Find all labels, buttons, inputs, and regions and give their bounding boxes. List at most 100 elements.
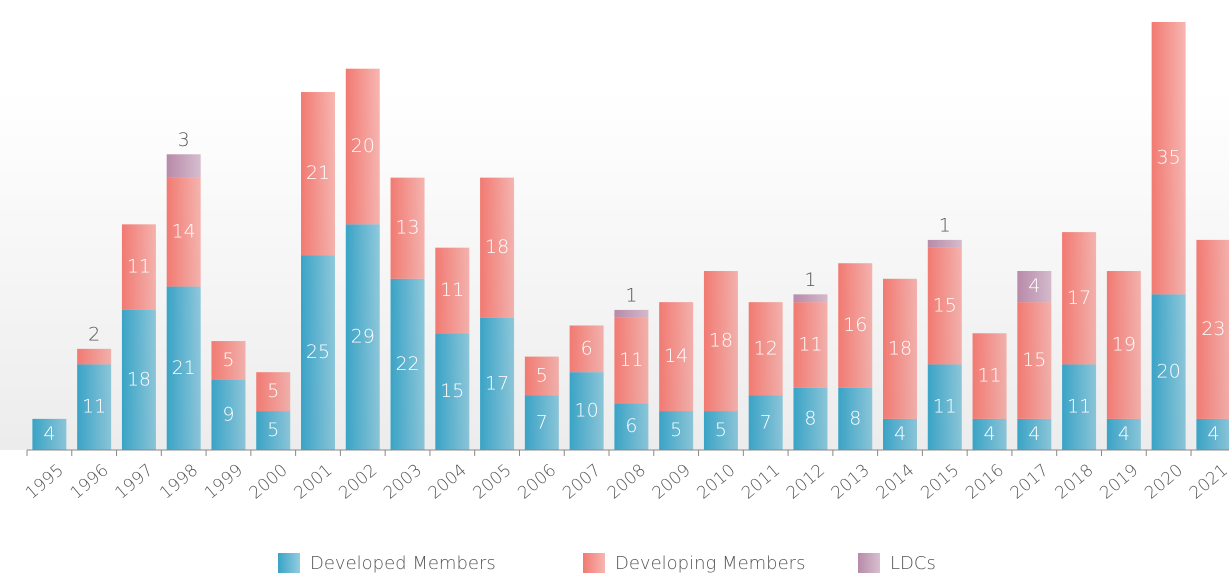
data-label: 15 (1022, 349, 1046, 371)
data-label: 4 (1028, 275, 1040, 297)
data-label: 7 (536, 411, 548, 433)
data-label: 10 (575, 400, 599, 422)
bar-segment (703, 411, 738, 450)
bar-segment (1151, 22, 1186, 295)
bar-segment (256, 411, 291, 450)
data-label: 18 (127, 368, 151, 390)
bar-segment (1196, 418, 1229, 450)
data-label: 11 (798, 333, 822, 355)
x-tick-label: 2020 (1141, 460, 1187, 503)
x-tick-label: 1995 (22, 460, 68, 503)
bar-segment (614, 403, 649, 450)
data-label: 4 (43, 423, 55, 445)
bar-segment (121, 224, 156, 310)
data-label: 22 (395, 353, 419, 375)
data-label: 11 (619, 349, 643, 371)
data-label: 11 (82, 396, 106, 418)
bar-segment (1106, 271, 1141, 419)
x-tick-label: 1998 (156, 460, 202, 503)
bar-segment (524, 395, 559, 450)
data-label: 20 (351, 135, 375, 157)
data-label: 20 (1157, 361, 1181, 383)
data-label: 35 (1157, 147, 1181, 169)
data-label: 2 (88, 323, 100, 345)
legend-label: LDCs (890, 553, 936, 574)
x-tick-label: 1997 (111, 460, 157, 503)
bar-segment (1062, 364, 1097, 450)
bar-segment (748, 302, 783, 396)
data-label: 15 (933, 295, 957, 317)
data-label: 5 (715, 419, 727, 441)
bar-segment (345, 224, 380, 450)
bar-segment (927, 364, 962, 450)
data-label: 18 (485, 236, 509, 258)
bar-segment (614, 309, 649, 318)
data-label: 11 (1067, 396, 1091, 418)
x-tick-label: 2018 (1052, 460, 1098, 503)
bar-segment (659, 302, 694, 412)
data-label: 15 (440, 380, 464, 402)
x-tick-label: 2012 (783, 460, 829, 503)
bar-segment (211, 341, 246, 380)
x-tick-label: 2005 (470, 460, 516, 503)
data-label: 18 (888, 337, 912, 359)
bar-segment (883, 278, 918, 419)
data-label: 13 (395, 217, 419, 239)
data-label: 4 (1207, 423, 1219, 445)
data-label: 21 (306, 162, 330, 184)
bar-segment (1017, 302, 1052, 419)
bar-segment (1151, 294, 1186, 450)
x-tick-label: 2001 (290, 460, 336, 503)
bar-segment (793, 302, 828, 388)
bar-segment (390, 278, 425, 450)
legend-swatch (278, 553, 300, 573)
data-label: 19 (1112, 333, 1136, 355)
x-tick-label: 2019 (1096, 460, 1142, 503)
data-label: 5 (536, 365, 548, 387)
bar-segment (659, 411, 694, 450)
data-label: 18 (709, 330, 733, 352)
bar-segment (345, 68, 380, 225)
bar-segment (77, 348, 112, 365)
data-label: 16 (843, 314, 867, 336)
x-tick-label: 2006 (514, 460, 560, 503)
bar-segment (569, 372, 604, 450)
data-label: 9 (222, 403, 234, 425)
data-label: 3 (178, 129, 190, 151)
bar-segment (1017, 271, 1052, 303)
data-label: 4 (984, 423, 996, 445)
x-tick-label: 2003 (380, 460, 426, 503)
x-tick-label: 2008 (604, 460, 650, 503)
bar-segment (1062, 232, 1097, 365)
bar-segment (32, 418, 67, 450)
bar-segment (77, 364, 112, 450)
data-label: 21 (172, 357, 196, 379)
bar-segment (972, 418, 1007, 450)
bar-segment (435, 247, 470, 334)
bar-segment (927, 247, 962, 365)
x-tick-label: 2015 (917, 460, 963, 503)
bar-segment (569, 325, 604, 373)
data-label: 5 (267, 380, 279, 402)
data-label: 25 (306, 341, 330, 363)
x-tick-label: 2011 (738, 460, 784, 503)
bar-segment (211, 379, 246, 450)
data-label: 11 (933, 396, 957, 418)
data-label: 6 (625, 415, 637, 437)
data-label: 17 (485, 372, 509, 394)
bar-segment (256, 372, 291, 412)
x-tick-label: 2016 (962, 460, 1008, 503)
bar-segment (748, 395, 783, 450)
data-label: 1 (804, 269, 816, 291)
bar-segment (524, 356, 559, 396)
bar-segment (301, 255, 336, 450)
data-label: 5 (222, 349, 234, 371)
legend-swatch (583, 553, 605, 573)
legend-label: Developed Members (310, 553, 496, 574)
bar-segment (838, 387, 873, 450)
bar-segment (927, 239, 962, 248)
data-label: 11 (977, 365, 1001, 387)
bar-segment (121, 309, 156, 450)
x-tick-label: 2014 (872, 460, 918, 503)
